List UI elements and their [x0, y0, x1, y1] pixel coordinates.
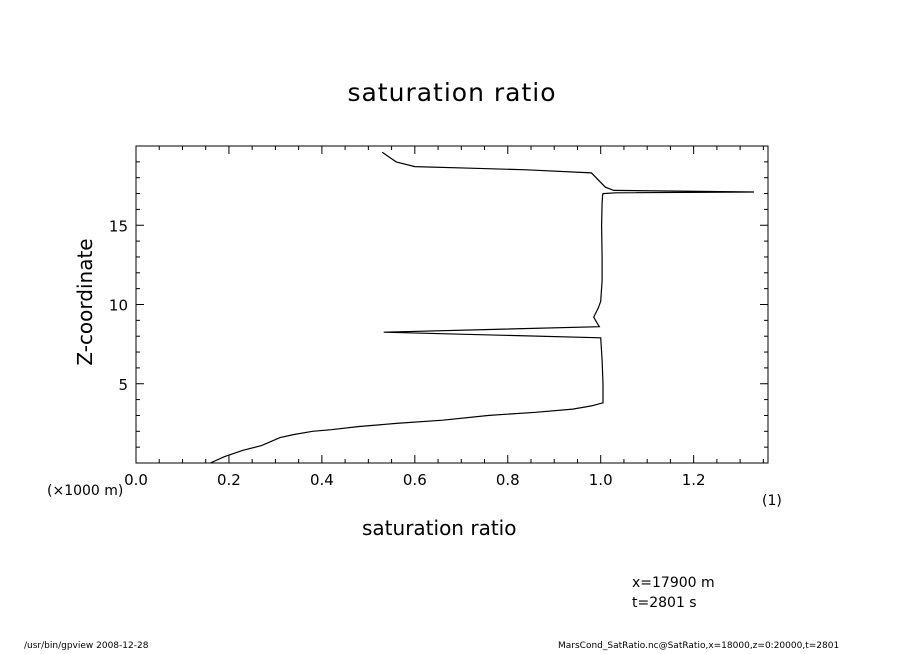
x-tick-label: 1.0 — [589, 471, 613, 489]
x-tick-label: 1.2 — [682, 471, 706, 489]
info-t: t=2801 s — [632, 595, 697, 611]
x-tick-label: 0.0 — [124, 471, 148, 489]
y-axis: 5 10 15 — [109, 161, 768, 448]
x-tick-label: 0.2 — [217, 471, 241, 489]
chart-title: saturation ratio — [347, 78, 557, 107]
series-group — [210, 151, 755, 464]
y-axis-label: Z-coordinate — [73, 238, 97, 366]
x-tick-label: 0.8 — [496, 471, 520, 489]
footer-left: /usr/bin/gpview 2008-12-28 — [24, 641, 149, 651]
y-axis-unit: (1) — [762, 493, 782, 509]
y-tick-label: 10 — [109, 297, 128, 315]
x-tick-label: 0.4 — [310, 471, 334, 489]
series-line — [210, 151, 755, 464]
x-axis-label: saturation ratio — [362, 516, 517, 540]
info-x: x=17900 m — [632, 575, 715, 591]
x-axis: 0.0 0.2 0.4 0.6 0.8 1.0 1.2 — [124, 146, 764, 489]
y-tick-label: 5 — [118, 376, 128, 394]
footer-right: MarsCond_SatRatio.nc@SatRatio,x=18000,z=… — [558, 641, 840, 651]
x-axis-unit: (×1000 m) — [47, 483, 124, 499]
x-tick-label: 0.6 — [403, 471, 427, 489]
plot-frame — [135, 145, 769, 464]
y-tick-label: 15 — [109, 217, 128, 235]
